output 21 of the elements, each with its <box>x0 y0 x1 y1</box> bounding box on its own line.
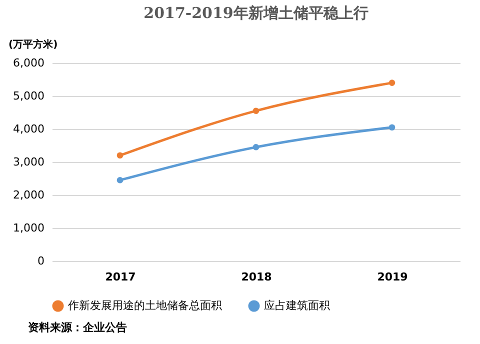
point <box>388 124 396 131</box>
x-tick-label: 2017 <box>105 270 136 284</box>
legend-label: 应占建筑面积 <box>264 299 330 312</box>
point <box>116 176 124 184</box>
point <box>388 80 396 86</box>
y-tick-label: 1,000 <box>13 222 44 234</box>
y-axis-title: (万平方米) <box>8 38 58 50</box>
legend-label: 作新发展用途的土地储备总面积 <box>67 299 222 312</box>
y-tick-label: 4,000 <box>13 122 44 136</box>
point <box>116 152 124 159</box>
y-tick-label: 3,000 <box>13 156 44 168</box>
x-tick-label: 2018 <box>241 270 272 284</box>
text: 资料来源：企业公告 <box>27 320 128 335</box>
y-tick-label: 6,000 <box>13 56 44 70</box>
point <box>252 144 260 150</box>
point <box>252 108 260 114</box>
chart-title: 2017-2019年新增土储平稳上行 <box>144 4 368 22</box>
y-tick-label: 5,000 <box>13 90 44 102</box>
y-tick-label: 2,000 <box>13 188 44 202</box>
x-tick-label: 2019 <box>377 270 408 284</box>
y-tick-label: 0 <box>38 254 44 268</box>
